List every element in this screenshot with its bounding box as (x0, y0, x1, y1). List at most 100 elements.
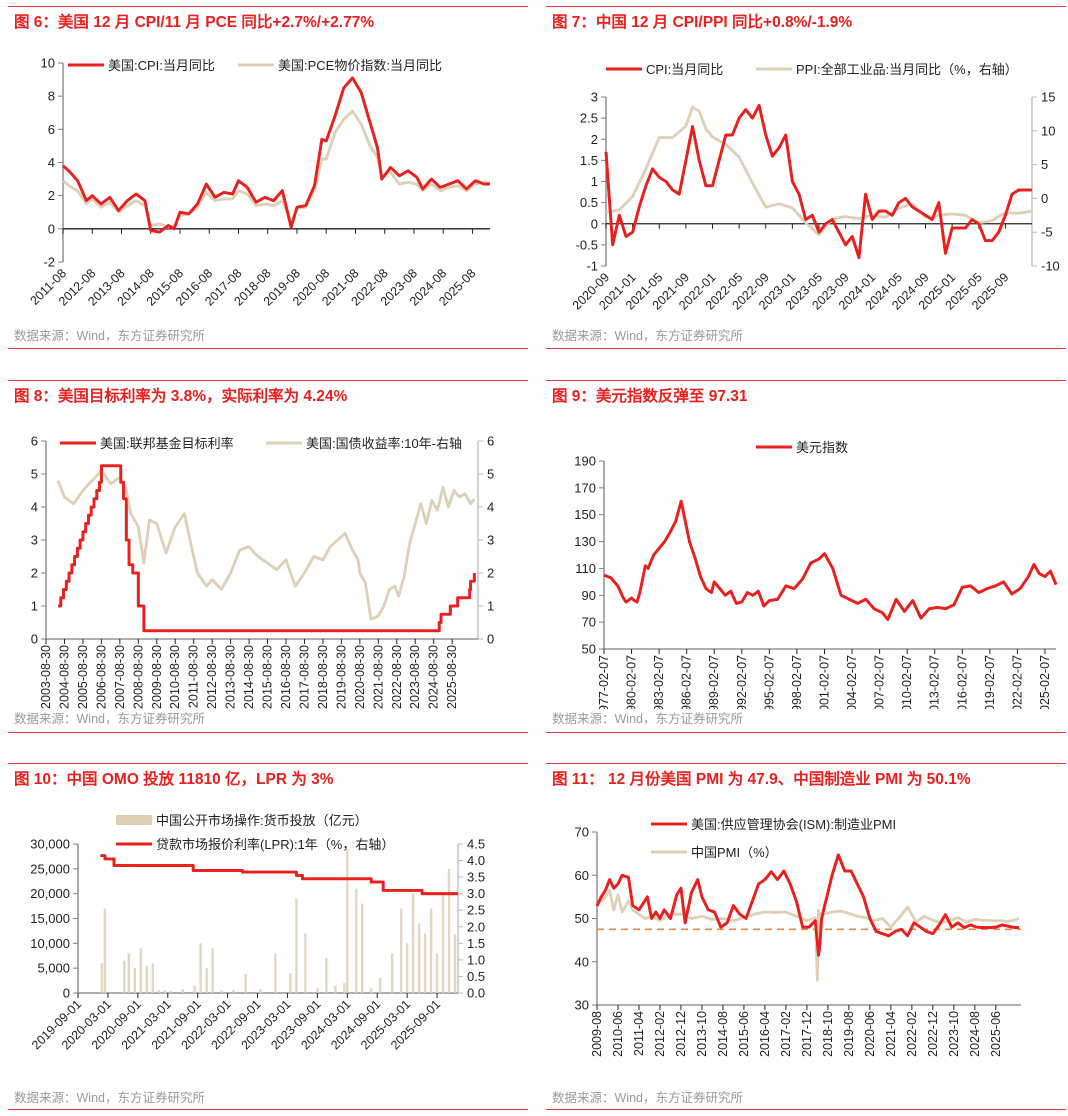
y2-tick-label: 0.0 (467, 986, 485, 1001)
panel-fig11: 图 11： 12 月份美国 PMI 为 47.9、中国制造业 PMI 为 50.… (546, 763, 1066, 1113)
chart-fig10: 05,00010,00015,00020,00025,00030,0000.00… (29, 813, 485, 1052)
y-tick-label: 8 (48, 89, 55, 104)
line-series (595, 888, 1020, 982)
x-tick-label: 2012-02 (653, 1011, 667, 1057)
x-tick-label: 2020-08-30 (353, 645, 367, 709)
panel-fig9: 图 9：美元指数反弹至 97.31 50 70 90 110 130 150 170 190 1… (546, 380, 1066, 735)
y-axis-left: 0 1 2 3 4 5 6 (31, 434, 47, 647)
x-tick-label: 2024-08-30 (427, 645, 441, 709)
x-tick-label: 2018-10 (821, 1011, 835, 1057)
x-axis: 2019-09-012020-03-012020-09-012021-03-01… (29, 992, 458, 1052)
x-tick-label: 2012-12 (674, 1011, 688, 1057)
panel-fig7: 图 7：中国 12 月 CPI/PPI 同比+0.8%/-1.9% -1 -0.5… (546, 6, 1066, 351)
x-tick-label: 1998-02-07 (790, 655, 804, 709)
line-series-top (603, 499, 1058, 621)
x-tick-label: 2005-08-30 (76, 645, 90, 709)
line-series-top (100, 854, 458, 896)
legend: CPI:当月同比 PPI:全部工业品:当月同比（%，右轴） (606, 62, 1018, 77)
panel-fig6: 图 6：美国 12 月 CPI/11 月 PCE 同比+2.7%/+2.77% … (8, 6, 528, 351)
x-tick-label: 2021-08-30 (371, 645, 385, 709)
x-tick-label: 2009-08-30 (150, 645, 164, 709)
panel-fig8: 图 8：美国目标利率为 3.8%，实际利率为 4.24% 0 1 2 3 4 5 6 0 1 2 3… (8, 380, 528, 735)
x-tick-label: 2017-08-30 (297, 645, 311, 709)
legend: 中国公开市场操作:货币投放（亿元） 贷款市场报价利率(LPR):1年（%，右轴） (116, 813, 394, 852)
y2-tick-label: 2.0 (467, 919, 485, 934)
y-tick-label: 3 (591, 90, 598, 105)
x-tick-label: 1986-02-07 (680, 655, 694, 709)
panel-top-rule (8, 6, 528, 7)
line-series (58, 464, 476, 633)
y-axis-left: 0 5,000 10,000 15,000 20,000 25,000 30,000 (30, 837, 79, 1001)
x-tick-label: 2004-02-07 (845, 655, 859, 709)
x-tick-label: 2014-08-30 (242, 645, 256, 709)
x-tick-label: 1980-02-07 (625, 655, 639, 709)
x-tick-label: 2004-08-30 (57, 645, 71, 709)
y-tick-label: 0 (31, 632, 38, 647)
panel-bottom-rule (546, 348, 1066, 349)
data-source: 数据来源：Wind，东方证券研究所 (14, 1091, 205, 1105)
y-tick-label: 130 (574, 534, 596, 549)
y-tick-label: 60 (575, 868, 589, 883)
y-tick-label: 20,000 (30, 886, 70, 901)
chart-fig8: 0 1 2 3 4 5 6 0 1 2 3 4 5 6 2003-08-30 2004-08-30 2005-0… (31, 434, 494, 709)
y-tick-label: 10,000 (30, 936, 70, 951)
x-tick-label: 2025-02-07 (1038, 655, 1052, 709)
y-tick-label: 50 (582, 642, 596, 657)
y-tick-label: -0.5 (576, 237, 598, 252)
line-series (100, 854, 458, 896)
y-axis-right: 0.0 0.5 1.01.5 2.02.5 3.03.5 4.04.5 (457, 837, 485, 1001)
y-tick-label: 190 (574, 454, 596, 469)
panel-bottom-rule (8, 348, 528, 349)
x-tick-label: 2014-08 (716, 1011, 730, 1057)
x-tick-label: 2007-02-07 (873, 655, 887, 709)
x-tick-label: 2016-02-07 (955, 655, 969, 709)
bar-series (100, 848, 457, 993)
y2-tick-label: 4 (487, 500, 494, 515)
x-tick-label: 2024-08 (968, 1011, 982, 1057)
y-tick-label: 0 (591, 216, 598, 231)
x-tick-label: 2013-08-30 (224, 645, 238, 709)
legend-label: 中国公开市场操作:货币投放（亿元） (156, 813, 368, 828)
y2-tick-label: 0.5 (467, 969, 485, 984)
legend-label: 美国:CPI:当月同比 (108, 58, 215, 73)
x-tick-label: 2015-08-30 (261, 645, 275, 709)
x-tick-label: 1992-02-07 (735, 655, 749, 709)
x-axis: 2009-08 2010-06 2011-04 2012-02 2012-12 2013-… (590, 1004, 1021, 1057)
x-tick-label: 2019-08 (842, 1011, 856, 1057)
x-tick-label: 2021-04 (884, 1011, 898, 1057)
x-tick-label: 2025-06 (989, 1011, 1003, 1057)
y-tick-label: 1 (31, 599, 38, 614)
x-tick-label: 1989-02-07 (707, 655, 721, 709)
x-tick-label: 2019-08-30 (334, 645, 348, 709)
line-series (603, 499, 1058, 621)
y-tick-label: 4 (48, 155, 55, 170)
figure-title: 图 11： 12 月份美国 PMI 为 47.9、中国制造业 PMI 为 50.… (552, 771, 971, 788)
legend-label: 贷款市场报价利率(LPR):1年（%，右轴） (156, 837, 394, 852)
y-axis-left: -1 -0.5 0 0.5 1 1.5 2 2.5 3 (576, 90, 607, 274)
y-tick-label: 50 (575, 911, 589, 926)
y2-tick-label: 0 (487, 632, 494, 647)
y2-tick-label: 5 (487, 467, 494, 482)
legend-label: 美国:联邦基金目标利率 (100, 436, 234, 451)
legend-label: 美国:国债收益率:10年-右轴 (306, 436, 462, 451)
y2-tick-label: 10 (1041, 123, 1055, 138)
y-axis-left: 30 40 50 60 70 (575, 825, 598, 1013)
y-tick-label: 0 (63, 986, 70, 1001)
y2-tick-label: 4.5 (467, 837, 485, 852)
y2-tick-label: 1.5 (467, 936, 485, 951)
y-tick-label: 70 (582, 615, 596, 630)
line-series (62, 109, 491, 229)
legend-label: 中国PMI（%） (691, 845, 778, 860)
x-tick-label: 2013-10 (695, 1011, 709, 1057)
figure-title: 图 10：中国 OMO 投放 11810 亿，LPR 为 3% (14, 771, 334, 788)
x-axis: 1977-02-07 1980-02-07 1983-02-07 1986-02-07… (597, 648, 1056, 709)
y-tick-label: 2 (48, 188, 55, 203)
panel-top-rule (8, 380, 528, 381)
x-tick-label: 2025-08-30 (445, 645, 459, 709)
line-series (62, 76, 490, 234)
y-tick-label: 0.5 (580, 195, 598, 210)
x-tick-label: 2018-08-30 (316, 645, 330, 709)
panel-fig10: 图 10：中国 OMO 投放 11810 亿，LPR 为 3% 0 5,000 10… (8, 763, 528, 1113)
legend: 美元指数 (756, 440, 848, 455)
